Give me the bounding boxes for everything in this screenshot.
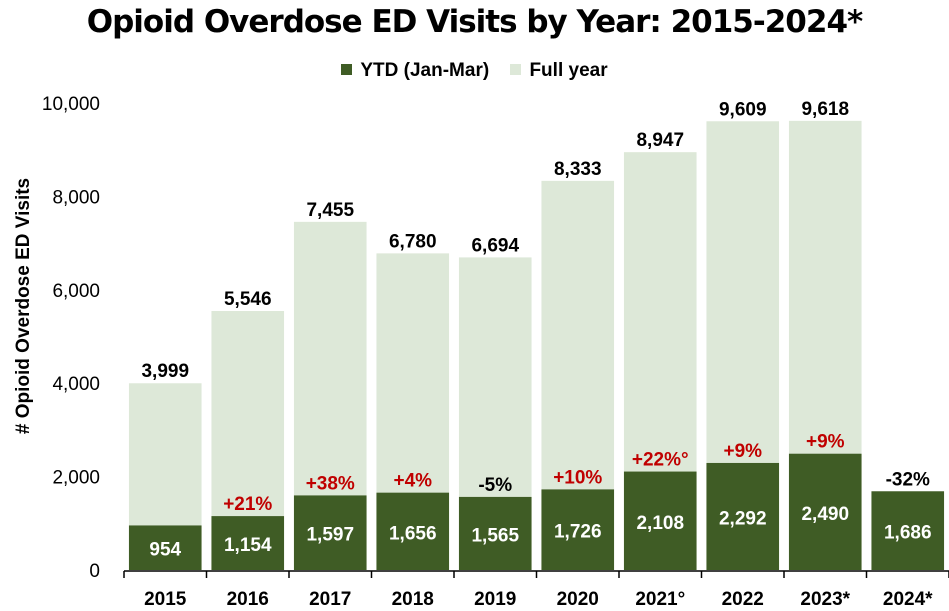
ytd-value-label: 1,656 bbox=[389, 523, 437, 544]
ytd-change-label: +38% bbox=[306, 473, 355, 494]
ytd-bar bbox=[128, 525, 202, 570]
x-tick-label: 2022 bbox=[722, 589, 764, 610]
ytd-bar bbox=[871, 491, 945, 570]
legend-swatch-ytd bbox=[341, 64, 353, 75]
ytd-bar bbox=[706, 462, 780, 570]
x-tick-label: 2023* bbox=[800, 589, 850, 610]
y-tick-label: 10,000 bbox=[42, 94, 100, 115]
x-tick-label: 2019 bbox=[474, 589, 516, 610]
y-tick-label: 4,000 bbox=[52, 374, 100, 395]
x-tick-label: 2016 bbox=[227, 589, 269, 610]
ytd-value-label: 1,726 bbox=[554, 522, 602, 543]
ytd-value-label: 1,565 bbox=[471, 525, 519, 546]
ytd-bar bbox=[541, 489, 615, 570]
ytd-bar bbox=[293, 495, 367, 570]
x-tick-label: 2020 bbox=[557, 589, 599, 610]
ytd-change-label: -32% bbox=[886, 469, 930, 490]
ytd-bar bbox=[376, 492, 450, 570]
full-year-value-label: 5,546 bbox=[224, 289, 272, 310]
y-tick-label: 2,000 bbox=[52, 468, 100, 489]
legend-label-ytd: YTD (Jan-Mar) bbox=[360, 60, 490, 81]
full-year-value-label: 6,780 bbox=[389, 231, 437, 252]
full-year-value-label: 8,947 bbox=[636, 130, 684, 151]
x-tick-label: 2024* bbox=[883, 589, 933, 610]
ytd-value-label: 954 bbox=[149, 540, 181, 561]
x-tick-label: 2017 bbox=[309, 589, 351, 610]
ytd-change-label: +9% bbox=[723, 441, 762, 462]
legend-label-full-year: Full year bbox=[529, 60, 608, 81]
ytd-bar bbox=[211, 516, 285, 570]
y-tick-label: 0 bbox=[89, 561, 100, 582]
x-tick-label: 2021° bbox=[635, 589, 685, 610]
full-year-value-label: 3,999 bbox=[141, 361, 189, 382]
ytd-bar bbox=[458, 496, 532, 570]
ytd-value-label: 1,154 bbox=[224, 535, 272, 556]
legend-item-full-year: Full year bbox=[510, 60, 608, 82]
full-year-value-label: 9,609 bbox=[719, 99, 767, 120]
ytd-bar bbox=[623, 471, 697, 570]
ytd-change-label: +21% bbox=[223, 494, 272, 515]
legend: YTD (Jan-Mar) Full year bbox=[0, 60, 949, 82]
ytd-change-label: +9% bbox=[806, 432, 845, 453]
y-tick-label: 6,000 bbox=[52, 281, 100, 302]
x-tick-label: 2015 bbox=[144, 589, 187, 610]
legend-item-ytd: YTD (Jan-Mar) bbox=[341, 60, 489, 82]
ytd-change-label: +22%° bbox=[632, 450, 689, 471]
full-year-value-label: 6,694 bbox=[471, 235, 519, 256]
ytd-bar bbox=[788, 453, 862, 570]
ytd-value-label: 2,490 bbox=[801, 504, 849, 525]
ytd-value-label: 1,597 bbox=[306, 525, 354, 546]
full-year-value-label: 8,333 bbox=[554, 159, 602, 180]
ytd-change-label: -5% bbox=[478, 475, 512, 496]
ytd-change-label: +10% bbox=[553, 467, 602, 488]
ytd-value-label: 1,686 bbox=[884, 523, 932, 544]
x-tick-label: 2018 bbox=[392, 589, 434, 610]
ytd-value-label: 2,292 bbox=[719, 508, 767, 529]
legend-swatch-full-year bbox=[510, 64, 522, 75]
y-tick-label: 8,000 bbox=[52, 187, 100, 208]
ytd-change-label: +4% bbox=[393, 471, 432, 492]
full-year-value-label: 7,455 bbox=[306, 200, 354, 221]
full-year-value-label: 9,618 bbox=[801, 99, 849, 120]
chart-title: Opioid Overdose ED Visits by Year: 2015-… bbox=[86, 4, 863, 40]
ytd-value-label: 2,108 bbox=[636, 513, 684, 534]
